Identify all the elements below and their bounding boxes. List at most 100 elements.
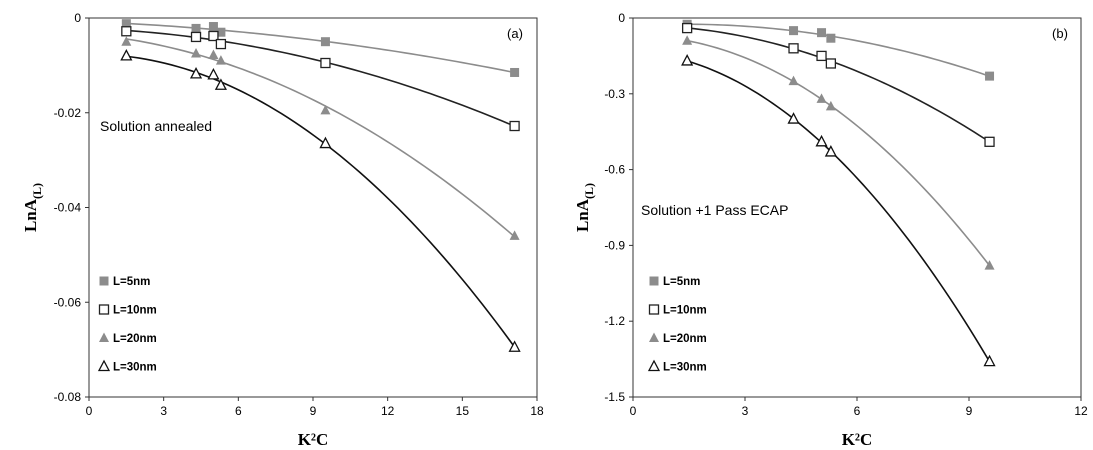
data-point (510, 67, 520, 77)
chart-panel-b: 0 3 6 9 12 0 -0.3 -0.6 -0.9 -1.2 -1.5 K²C LnA(L) (b) S… (573, 11, 1088, 449)
legend-marker (649, 332, 659, 342)
data-point (189, 67, 203, 79)
y-tick-label: -1.2 (604, 314, 625, 328)
x-tick-label: 3 (160, 404, 167, 418)
y-axis-title: LnA(L) (21, 183, 44, 232)
legend-label: L=20nm (113, 333, 157, 345)
y-tick-label: -0.3 (604, 87, 625, 101)
series-L=5nm (682, 19, 995, 81)
series-fit-line (686, 60, 991, 363)
series-L=30nm (681, 54, 996, 367)
data-point (208, 49, 219, 59)
data-point (985, 71, 995, 81)
data-point (826, 33, 836, 43)
y-tick-label: -1.5 (604, 390, 625, 404)
series-L=5nm (121, 19, 520, 77)
data-point (815, 134, 828, 147)
legend-marker (98, 304, 110, 315)
series-L=10nm (681, 22, 995, 147)
data-point (984, 136, 995, 147)
legend-entry: L=5nm (99, 276, 150, 288)
series-fit-line (687, 23, 990, 77)
legend-label: L=5nm (113, 276, 150, 288)
y-axis-title-main: LnA (573, 198, 592, 232)
data-point (191, 48, 202, 58)
x-tick-label: 3 (742, 404, 749, 418)
series-fit-line (686, 39, 991, 267)
data-point (509, 230, 520, 240)
legend-marker (647, 359, 661, 372)
legend-entry: L=20nm (649, 332, 707, 345)
legend-marker (649, 276, 659, 286)
series-L=20nm (121, 36, 520, 240)
data-point (208, 30, 219, 42)
legend-entry: L=30nm (97, 359, 157, 374)
x-tick-label: 6 (854, 404, 861, 418)
legend-entry: L=20nm (99, 332, 157, 345)
y-axis-title-subscript: (L) (30, 183, 44, 199)
legend-entry: L=5nm (649, 276, 700, 288)
data-point (824, 145, 837, 157)
data-point (320, 57, 331, 69)
data-point (320, 37, 330, 47)
data-point (190, 31, 202, 43)
data-point (508, 340, 521, 352)
x-tick-label: 0 (86, 404, 93, 418)
chart-panel-a: 0 3 6 9 12 15 18 0 -0.02 -0.04 -0.06 -0.08 K²C LnA(L)… (21, 11, 544, 449)
x-axis-title: K²C (298, 430, 329, 449)
legend-marker (99, 332, 109, 342)
series-L=20nm (682, 35, 995, 270)
series-fit-line (126, 55, 516, 348)
data-point (816, 50, 827, 62)
data-point (215, 38, 227, 50)
x-tick-label: 18 (530, 404, 544, 418)
legend-marker (97, 359, 111, 372)
data-point (121, 19, 131, 29)
data-point (681, 54, 694, 66)
legend-label: L=10nm (113, 305, 157, 317)
y-tick-label: -0.04 (54, 201, 82, 215)
y-axis-title: LnA(L) (573, 183, 596, 232)
data-point (681, 22, 693, 34)
data-point (825, 58, 837, 69)
x-tick-label: 9 (966, 404, 973, 418)
data-point (214, 78, 227, 90)
data-point (825, 100, 836, 111)
y-tick-label: 0 (74, 11, 81, 25)
y-tick-label: -0.02 (54, 106, 82, 120)
y-tick-label: -0.06 (54, 295, 82, 309)
legend-label: L=10nm (663, 305, 707, 317)
series-fit-line (126, 29, 515, 127)
data-point (121, 36, 132, 46)
x-tick-label: 15 (456, 404, 470, 418)
series-L=10nm (121, 26, 520, 132)
legend-label: L=20nm (663, 333, 707, 345)
data-point (216, 27, 226, 37)
legend-entry: L=10nm (98, 304, 157, 317)
x-tick-label: 12 (381, 404, 395, 418)
data-point (789, 26, 799, 36)
series-L=30nm (120, 49, 521, 352)
series-fit-line (126, 38, 516, 238)
data-point (788, 43, 799, 54)
y-tick-label: 0 (618, 11, 625, 25)
data-point (319, 136, 332, 149)
legend-marker (648, 304, 660, 315)
data-point (320, 104, 331, 115)
data-point (120, 49, 133, 61)
y-tick-label: -0.9 (604, 238, 625, 252)
panel-label: (a) (507, 26, 523, 41)
data-point (509, 120, 520, 132)
data-point (191, 23, 201, 33)
data-point (983, 354, 996, 367)
y-axis-title-main: LnA (21, 198, 40, 232)
data-point (788, 75, 799, 86)
legend-label: L=5nm (663, 276, 700, 288)
data-point (787, 112, 800, 124)
y-axis-title-subscript: (L) (582, 183, 596, 199)
x-axis-title: K²C (842, 430, 873, 449)
data-point (984, 260, 995, 270)
legend-entry: L=30nm (647, 359, 707, 374)
data-point (207, 67, 220, 80)
